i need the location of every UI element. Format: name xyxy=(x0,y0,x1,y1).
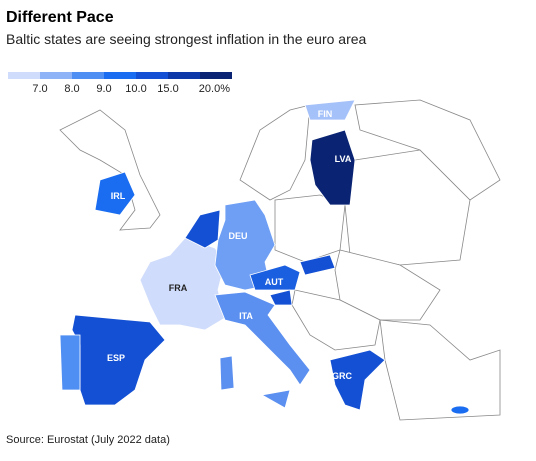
country-label: FIN xyxy=(318,109,333,119)
legend-swatch xyxy=(8,72,40,79)
legend-swatch xyxy=(168,72,200,79)
country-label: FRA xyxy=(169,283,188,293)
legend-label: 10.0 xyxy=(125,83,146,95)
country-label: AUT xyxy=(265,277,284,287)
country-label: GRC xyxy=(332,371,353,381)
country-label: ESP xyxy=(107,353,125,363)
subtitle: Baltic states are seeing strongest infla… xyxy=(6,31,367,47)
country-label: LVA xyxy=(335,154,352,164)
country-shape xyxy=(219,355,235,391)
legend: 7.0 8.0 9.0 10.0 15.0 20.0% xyxy=(8,72,232,95)
legend-swatch xyxy=(72,72,104,79)
title: Different Pace xyxy=(6,9,114,26)
source: Source: Eurostat (July 2022 data) xyxy=(6,434,170,446)
country-shape xyxy=(94,171,136,216)
country-shape xyxy=(214,291,311,386)
legend-swatch xyxy=(200,72,232,79)
legend-swatch xyxy=(136,72,168,79)
non-euro-countries xyxy=(59,99,501,421)
legend-swatch xyxy=(104,72,136,79)
country-shape xyxy=(309,129,356,206)
country-shape xyxy=(260,389,291,409)
country-labels: FIN LVA IRL DEU FRA AUT ITA ESP GRC xyxy=(107,109,353,381)
country-shape xyxy=(329,349,386,411)
country-shape xyxy=(249,264,301,291)
legend-label: 8.0 xyxy=(64,83,79,95)
legend-label: 15.0 xyxy=(157,83,178,95)
country-label: ITA xyxy=(239,311,253,321)
country-label: IRL xyxy=(111,191,126,201)
legend-label: 7.0 xyxy=(32,83,47,95)
country-shape xyxy=(304,99,356,121)
country-label: DEU xyxy=(228,231,247,241)
legend-label: 20.0% xyxy=(199,83,230,95)
legend-label: 9.0 xyxy=(96,83,111,95)
legend-swatch xyxy=(40,72,72,79)
